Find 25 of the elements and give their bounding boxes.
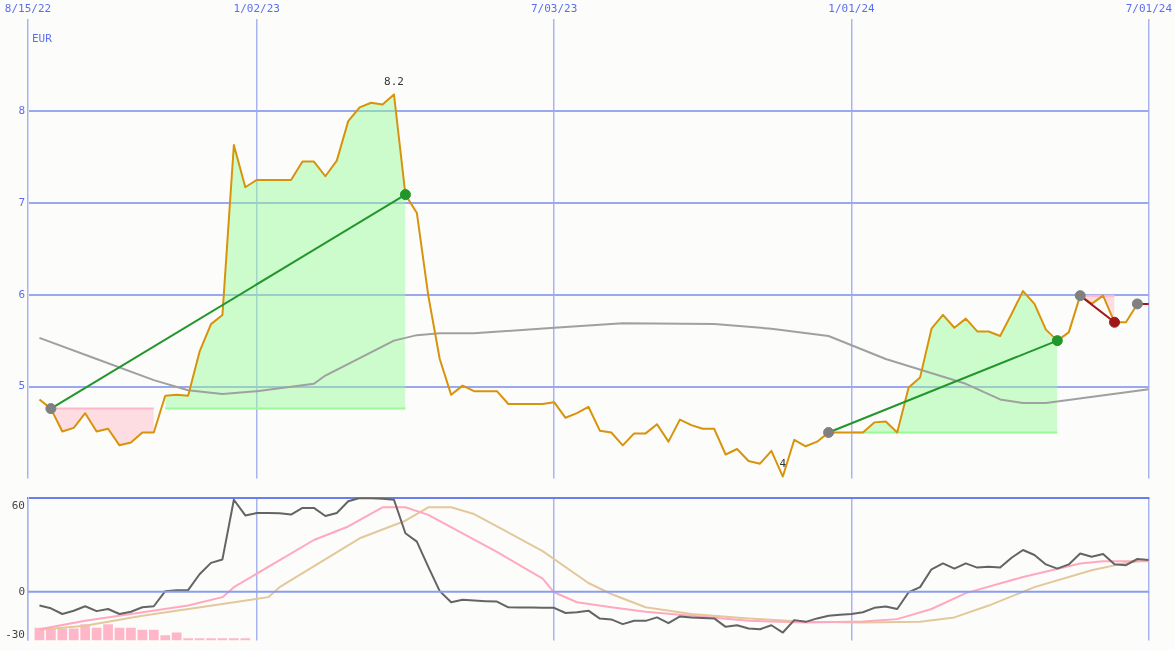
point <box>1109 316 1121 328</box>
y-tick-label: 7 <box>18 195 25 209</box>
x-tick-label: 7/01/24 <box>1125 2 1173 16</box>
point <box>45 403 57 415</box>
y-tick-label: 5 <box>18 379 25 393</box>
point <box>1074 290 1086 302</box>
x-tick-label: 8/15/22 <box>4 2 52 16</box>
annotation: 4 <box>779 456 787 470</box>
y-tick-label: 6 <box>18 287 25 301</box>
y-tick-label: 0 <box>18 584 25 598</box>
bar <box>126 627 136 641</box>
bar <box>103 624 113 641</box>
x-tick-label: 1/02/23 <box>233 2 280 16</box>
y-tick-label: 8 <box>18 103 25 117</box>
point <box>823 426 835 438</box>
y-tick-label: -30 <box>5 627 25 641</box>
y-tick-label: 60 <box>11 499 25 513</box>
x-tick-label: 7/03/23 <box>530 2 578 16</box>
point <box>399 189 411 201</box>
point <box>1051 335 1063 347</box>
x-tick-label: 1/01/24 <box>828 2 876 16</box>
bar <box>206 638 216 641</box>
y-axis-title: EUR <box>32 31 53 45</box>
annotation: 8.2 <box>384 74 404 88</box>
point <box>1131 298 1143 310</box>
